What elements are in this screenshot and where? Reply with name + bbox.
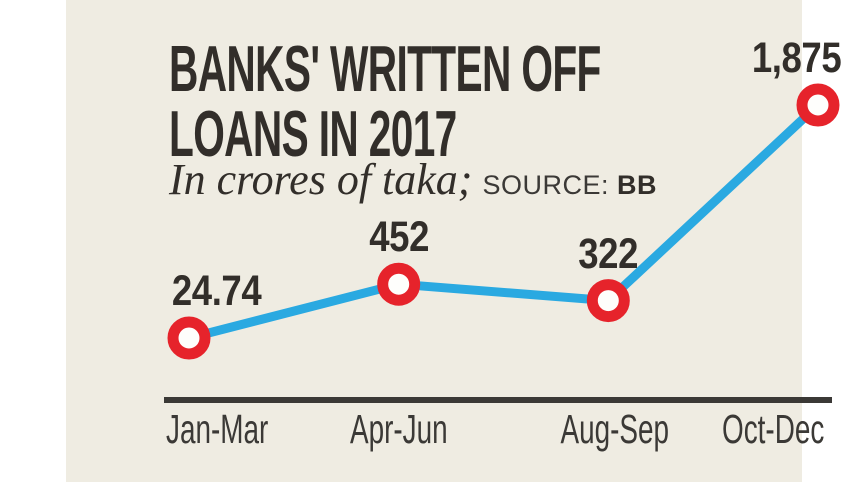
x-axis-label-text: Oct-Dec [721,406,825,452]
x-axis-label: Aug-Sep [514,409,714,450]
value-label: 24.74 [117,270,317,313]
data-point-marker [796,83,840,127]
source-value: BB [617,170,657,200]
x-axis-label: Oct-Dec [673,409,857,450]
chart-title: BANKS' WRITTEN OFF LOANS IN 2017 [169,36,857,166]
data-point-marker [586,279,630,323]
source-label: SOURCE: [482,170,609,200]
x-axis-label: Jan-Mar [117,409,317,450]
value-label: 1,875 [697,37,857,80]
value-label-text: 1,875 [752,34,842,82]
chart-title-line-2: LOANS IN 2017 [169,101,857,166]
line-chart [167,83,840,360]
x-axis-label: Apr-Jun [299,409,499,450]
source-note: SOURCE: BB [482,170,657,200]
x-axis-label-text: Apr-Jun [349,406,448,452]
chart-subtitle: In crores of taka; SOURCE: BB [169,154,657,205]
value-label: 322 [508,229,708,278]
data-point-marker [167,316,211,360]
chart-title-line-2-text: LOANS IN 2017 [169,97,457,170]
trend-line [184,100,823,343]
value-label-text: 452 [368,213,429,262]
chart-panel: BANKS' WRITTEN OFF LOANS IN 2017 In cror… [66,0,842,482]
value-label-text: 322 [578,229,639,278]
data-point-marker [377,262,421,306]
chart-title-line-1: BANKS' WRITTEN OFF [169,36,857,101]
chart-title-line-1-text: BANKS' WRITTEN OFF [169,32,601,105]
value-label-text: 24.74 [172,267,262,315]
value-label: 452 [299,216,499,259]
unit-note: In crores of taka; [169,155,473,204]
x-axis-label-text: Jan-Mar [165,406,269,452]
x-axis-line [164,397,832,403]
x-axis-label-text: Aug-Sep [560,406,669,452]
